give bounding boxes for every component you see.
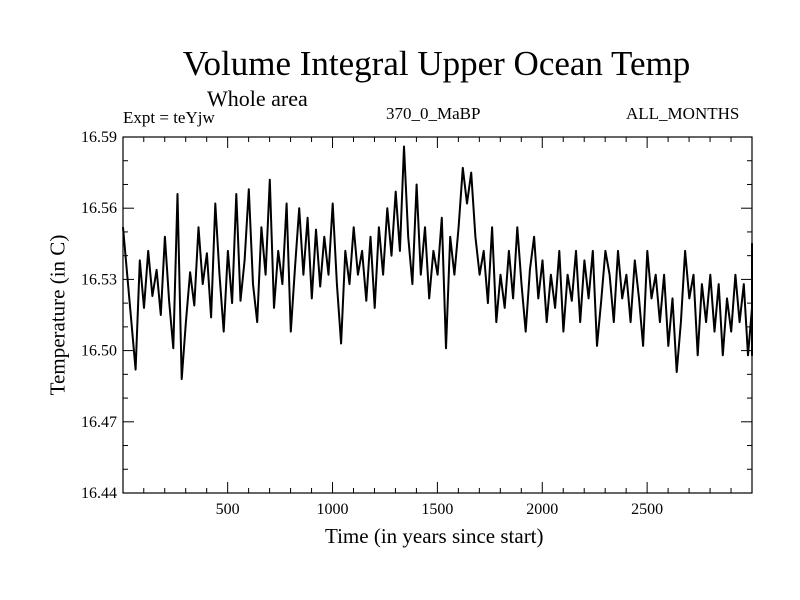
y-tick-label: 16.59 (81, 129, 117, 146)
chart-subtitle: Whole area (207, 86, 308, 111)
y-tick-label: 16.44 (81, 485, 117, 502)
months-label: ALL_MONTHS (626, 104, 740, 123)
axis-ticks (123, 137, 752, 493)
x-tick-label: 2500 (631, 501, 663, 518)
x-tick-label: 1500 (421, 501, 453, 518)
x-tick-label: 1000 (317, 501, 349, 518)
y-tick-label: 16.47 (81, 414, 117, 431)
experiment-label: Expt = teYjw (123, 108, 215, 127)
y-tick-label: 16.50 (81, 343, 117, 360)
run-label: 370_0_MaBP (386, 104, 481, 123)
chart-title: Volume Integral Upper Ocean Temp (182, 44, 691, 83)
x-axis-label: Time (in years since start) (325, 524, 544, 548)
axis-tick-labels: 500 1000 1500 2000 2500 16.44 16.47 16.50 16.53 1… (81, 129, 663, 518)
y-tick-label: 16.56 (81, 200, 117, 217)
x-tick-label: 2000 (526, 501, 558, 518)
y-tick-label: 16.53 (81, 271, 117, 288)
x-tick-label: 500 (216, 501, 240, 518)
plot-frame (122, 136, 753, 494)
series-line (122, 145, 753, 381)
